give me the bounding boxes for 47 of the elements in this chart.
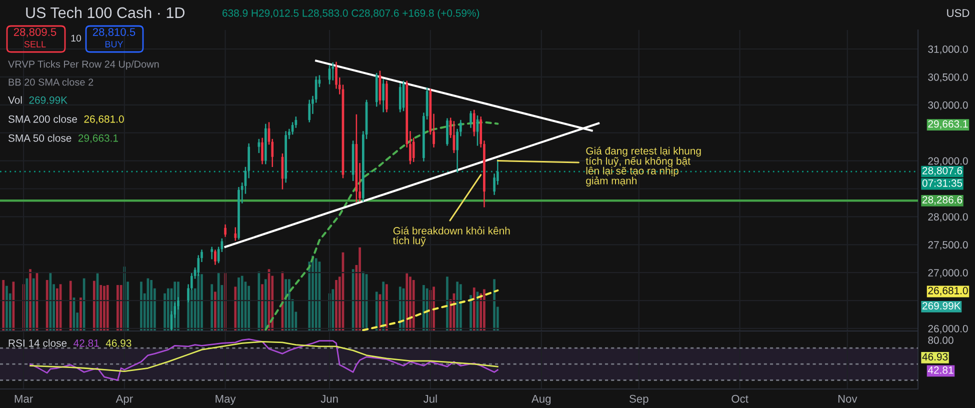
text: 638.9 H29,012.5 L28,583.0 C28,807.6 +169.8 (+0.59%): [222, 9, 480, 19]
y-tick-label: 31,000.0: [928, 46, 968, 54]
annotation: Giá đang retest lại khung tích luỹ, nếu không bật lên lại sẽ tạo ra nhịp giảm mạnh: [586, 146, 701, 186]
y-tick-label: 42.81: [928, 366, 954, 374]
annotation: SMA 50 close: [8, 134, 72, 142]
annotation: 10: [71, 34, 82, 42]
y-tick-label: 30,500.0: [928, 73, 968, 82]
annotation: 29,663.1: [78, 134, 118, 144]
y-tick-label: 26,681.0: [928, 286, 968, 296]
ref-line-label: 28,286.6: [922, 196, 962, 205]
annotation: Giá breakdown khỏi kênh tích luỹ: [393, 226, 510, 246]
chart-title: US Tech 100 Cash · 1D: [26, 6, 184, 18]
ref-line-label: 28,807.6: [922, 166, 962, 176]
y-tick-label: 30,000.0: [928, 101, 968, 110]
annotation: SELL: [24, 41, 46, 48]
x-tick-label: Aug: [532, 394, 551, 405]
annotation: 26,681.0: [84, 115, 124, 124]
y-tick-label: 29,663.1: [928, 120, 968, 129]
y-tick-label: 29,000.0: [928, 157, 968, 166]
text: 07:31:35: [922, 179, 962, 187]
y-tick-label: 27,000.0: [928, 269, 968, 278]
annotation: 28,809.5: [14, 28, 56, 38]
x-tick-label: May: [216, 394, 236, 405]
y-tick-label: 26,000.0: [928, 324, 968, 334]
annotation: 42.81: [74, 339, 99, 347]
x-tick-label: Oct: [732, 394, 748, 403]
x-tick-label: Apr: [116, 394, 133, 405]
x-tick-label: Jun: [320, 394, 338, 403]
x-tick-label: Mar: [14, 394, 33, 403]
x-tick-label: Nov: [838, 394, 858, 403]
y-tick-label: 28,000.0: [928, 213, 968, 222]
annotation: 46.93: [106, 339, 132, 347]
annotation: Vol: [8, 96, 22, 104]
annotation: SMA 200 close: [8, 115, 78, 123]
x-tick-label: Jul: [423, 394, 437, 403]
annotation: 28,810.5: [92, 28, 136, 38]
annotation: VRVP Ticks Per Row 24 Up/Down: [8, 60, 159, 70]
annotation: BB 20 SMA close 2: [8, 78, 94, 86]
y-tick-label: 80.00: [928, 336, 954, 344]
y-tick-label: 27,500.0: [928, 241, 968, 250]
text: 269.99K: [922, 302, 961, 310]
annotation: BUY: [105, 41, 124, 48]
x-tick-label: Sep: [630, 394, 648, 405]
text: RSI 14 close: [8, 339, 67, 347]
annotation: 269.99K: [29, 96, 68, 104]
text: USD: [947, 9, 970, 17]
text: 46.93: [922, 353, 948, 360]
